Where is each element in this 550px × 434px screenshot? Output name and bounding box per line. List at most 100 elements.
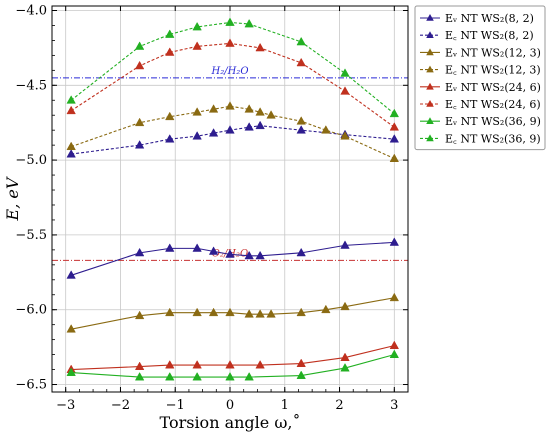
data-point xyxy=(225,372,235,381)
series-7 xyxy=(66,17,400,118)
data-point xyxy=(389,153,400,163)
data-point xyxy=(192,21,202,31)
data-point xyxy=(340,352,350,361)
legend-entry: E꜀ NT WS₂(12, 3) xyxy=(445,64,541,77)
legend-swatch-marker xyxy=(426,48,434,56)
data-point xyxy=(165,134,175,143)
data-point xyxy=(225,249,235,258)
data-point xyxy=(192,243,202,252)
data-point xyxy=(192,107,202,116)
data-point xyxy=(389,134,400,143)
data-point xyxy=(244,250,254,260)
data-point xyxy=(192,360,202,369)
y-tick-label: −6.5 xyxy=(15,378,47,393)
legend-entry: E꜀ NT WS₂(8, 2) xyxy=(445,29,534,42)
series-4 xyxy=(66,340,400,373)
data-point xyxy=(208,307,219,317)
reference-line-label: H₂/H₂O xyxy=(210,66,248,77)
legend-swatch-marker xyxy=(426,134,434,142)
grid xyxy=(52,6,408,392)
data-point xyxy=(134,372,145,381)
data-point xyxy=(165,307,175,317)
data-point xyxy=(66,105,76,115)
data-point xyxy=(66,149,76,158)
data-point xyxy=(66,141,76,151)
series-5 xyxy=(66,38,400,131)
x-tick-label: −1 xyxy=(166,398,185,413)
data-point xyxy=(255,107,265,116)
data-point xyxy=(134,41,145,50)
legend-entry: Eᵥ NT WS₂(36, 9) xyxy=(445,115,541,128)
series-0 xyxy=(66,237,400,279)
data-point xyxy=(66,367,76,376)
data-point xyxy=(134,117,145,127)
data-point xyxy=(244,104,254,113)
data-point xyxy=(255,250,265,260)
data-point xyxy=(66,324,76,333)
data-point xyxy=(255,120,265,130)
data-point xyxy=(165,243,175,252)
data-point xyxy=(165,29,175,38)
data-point xyxy=(244,122,254,131)
data-point xyxy=(296,125,306,134)
x-tick-label: 0 xyxy=(226,398,234,413)
legend: Eᵥ NT WS₂(8, 2) E꜀ NT WS₂(8, 2) Eᵥ NT WS₂(… xyxy=(414,5,546,151)
data-point xyxy=(321,304,331,314)
data-point xyxy=(255,360,265,369)
data-point xyxy=(244,309,254,318)
legend-swatch-marker xyxy=(426,14,434,21)
data-point xyxy=(134,60,145,70)
series-2 xyxy=(66,292,400,333)
data-point xyxy=(192,372,202,381)
series-layer xyxy=(66,17,400,381)
data-point xyxy=(296,247,306,257)
legend-entry: Eᵥ NT WS₂(12, 3) xyxy=(445,46,541,59)
data-point xyxy=(134,247,145,257)
legend-entry: E꜀ NT WS₂(24, 6) xyxy=(445,98,541,111)
data-point xyxy=(389,237,400,246)
ticks: −3 −2 −1 0 1 2 3 −6.5 −6.0 −5.5 −5.0 −4.5 −4.0 xyxy=(15,3,409,413)
legend-entry: Eᵥ NT WS₂(8, 2) xyxy=(445,12,534,25)
x-axis-label: Torsion angle ω,˚ xyxy=(160,413,301,432)
data-point xyxy=(340,131,350,140)
data-point xyxy=(340,301,350,311)
legend-swatch-marker xyxy=(426,31,434,38)
data-point xyxy=(266,110,276,119)
data-point xyxy=(134,310,145,320)
data-point xyxy=(225,17,235,26)
data-point xyxy=(296,57,306,67)
x-tick-label: −2 xyxy=(111,398,130,413)
data-point xyxy=(192,131,202,140)
data-point xyxy=(165,360,175,369)
legend-box xyxy=(414,5,546,151)
legend-swatch-marker xyxy=(426,82,434,90)
data-point xyxy=(134,361,145,370)
series-1 xyxy=(66,120,400,158)
data-point xyxy=(192,307,202,317)
data-point xyxy=(192,41,202,50)
data-point xyxy=(340,86,350,95)
data-point xyxy=(208,246,219,255)
y-tick-label: −5.0 xyxy=(15,153,47,168)
data-point xyxy=(296,370,306,379)
data-point xyxy=(255,42,265,52)
y-tick-label: −5.5 xyxy=(15,228,47,243)
series-3 xyxy=(66,101,400,163)
data-point xyxy=(296,116,306,125)
data-point xyxy=(66,95,76,104)
legend-swatch-marker xyxy=(426,100,434,107)
legend-swatch-marker xyxy=(426,117,434,124)
data-point xyxy=(208,128,219,137)
y-tick-label: −4.5 xyxy=(15,78,47,93)
data-point xyxy=(266,309,276,318)
data-point xyxy=(296,36,306,46)
data-point xyxy=(321,125,331,134)
y-axis-label: E, eV xyxy=(3,176,22,221)
data-point xyxy=(165,372,175,381)
data-point xyxy=(208,104,219,113)
data-point xyxy=(389,292,400,302)
legend-swatch-marker xyxy=(426,65,434,73)
y-tick-label: −6.0 xyxy=(15,303,47,318)
data-point xyxy=(389,340,400,350)
data-point xyxy=(340,240,350,249)
